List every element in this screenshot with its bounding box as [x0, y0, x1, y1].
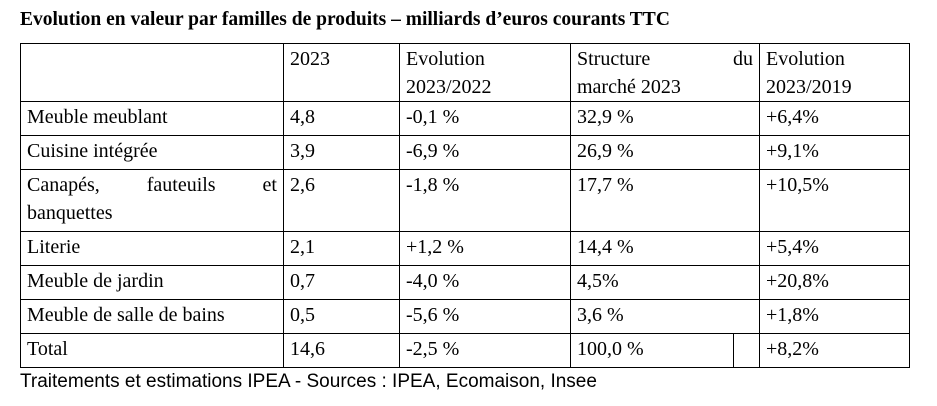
row-label: Meuble meublant [20, 101, 284, 136]
cell-structure: 100,0 % [570, 333, 734, 368]
table-row: Literie 2,1 +1,2 % 14,4 % +5,4% [20, 231, 911, 266]
header-empty-cell [20, 43, 284, 102]
cell-evolution-2023-2022: +1,2 % [399, 231, 571, 266]
source-note: Traitements et estimations IPEA - Source… [20, 371, 597, 392]
cell-2023: 0,7 [283, 265, 400, 300]
cell-evolution-2023-2019: +1,8% [759, 299, 911, 334]
row-label: Meuble de salle de bains [20, 299, 284, 334]
cell-evolution-2023-2019: +8,2% [759, 333, 911, 368]
cell-2023: 0,5 [283, 299, 400, 334]
row-label: Cuisine intégrée [20, 135, 284, 170]
cell-evolution-2023-2019: +5,4% [759, 231, 911, 266]
product-family-table: 2023 Evolution 2023/2022 Structure du marc… [20, 43, 911, 368]
cell-evolution-2023-2019: +9,1% [759, 135, 911, 170]
table-row: Cuisine intégrée 3,9 -6,9 % 26,9 % +9,1% [20, 135, 911, 170]
cell-evolution-2023-2022: -1,8 % [399, 169, 571, 232]
header-evolution-2023-2019: Evolution 2023/2019 [759, 43, 911, 102]
header-2023: 2023 [283, 43, 400, 102]
cell-evolution-2023-2019: +6,4% [759, 101, 911, 136]
header-structure-marche: Structure du marché 2023 [569, 43, 761, 102]
cell-2023: 3,9 [283, 135, 400, 170]
table-title: Evolution en valeur par familles de prod… [20, 9, 670, 30]
cell-evolution-2023-2019: +10,5% [759, 169, 911, 232]
cell-evolution-2023-2022: -0,1 % [399, 101, 571, 136]
table-row-total: Total 14,6 -2,5 % 100,0 % +8,2% [20, 333, 911, 368]
cell-evolution-2023-2022: -5,6 % [399, 299, 571, 334]
cell-spacer [732, 333, 761, 368]
cell-evolution-2023-2022: -4,0 % [399, 265, 571, 300]
cell-2023: 2,1 [283, 231, 400, 266]
cell-evolution-2023-2022: -2,5 % [399, 333, 571, 368]
cell-2023: 4,8 [283, 101, 400, 136]
cell-structure: 32,9 % [569, 101, 761, 136]
table-row: Canapés, fauteuils et banquettes 2,6 -1,8… [20, 169, 911, 232]
cell-evolution-2023-2019: +20,8% [759, 265, 911, 300]
cell-2023: 2,6 [283, 169, 400, 232]
table-row: Meuble de jardin 0,7 -4,0 % 4,5% +20,8% [20, 265, 911, 300]
cell-structure: 4,5% [569, 265, 761, 300]
table-header-row: 2023 Evolution 2023/2022 Structure du marc… [20, 43, 911, 102]
row-label: Canapés, fauteuils et banquettes [20, 169, 284, 232]
table-row: Meuble de salle de bains 0,5 -5,6 % 3,6 … [20, 299, 911, 334]
cell-evolution-2023-2022: -6,9 % [399, 135, 571, 170]
row-label: Total [20, 333, 284, 368]
cell-2023: 14,6 [283, 333, 400, 368]
cell-structure: 26,9 % [569, 135, 761, 170]
cell-structure: 17,7 % [569, 169, 761, 232]
table-row: Meuble meublant 4,8 -0,1 % 32,9 % +6,4% [20, 101, 911, 136]
cell-structure: 3,6 % [569, 299, 761, 334]
cell-structure: 14,4 % [569, 231, 761, 266]
row-label: Meuble de jardin [20, 265, 284, 300]
row-label: Literie [20, 231, 284, 266]
header-evolution-2023-2022: Evolution 2023/2022 [399, 43, 571, 102]
